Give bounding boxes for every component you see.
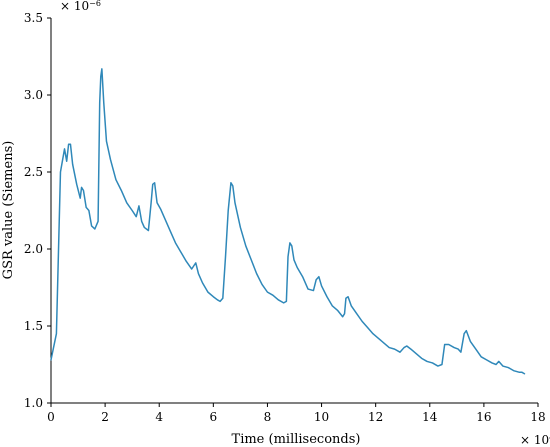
y-multiplier-label: × 10−6: [60, 0, 101, 13]
x-tick-label: 18: [530, 410, 545, 424]
x-tick-label: 16: [476, 410, 491, 424]
x-tick-label: 8: [264, 410, 272, 424]
x-axis-ticks: 0 2 4 6 8 10 12 14 16 18: [47, 403, 546, 424]
x-tick-label: 4: [155, 410, 163, 424]
x-tick-label: 2: [101, 410, 109, 424]
x-tick-label: 14: [422, 410, 438, 424]
x-multiplier-label: × 104: [520, 433, 550, 447]
x-axis-title: Time (milliseconds): [232, 432, 361, 447]
x-tick-label: 10: [314, 410, 329, 424]
y-tick-label: 2.0: [24, 242, 43, 256]
x-tick-label: 12: [368, 410, 383, 424]
y-tick-label: 2.5: [24, 165, 43, 179]
y-axis-ticks: 1.0 1.5 2.0 2.5 3.0 3.5: [24, 11, 51, 410]
y-tick-label: 3.0: [24, 88, 43, 102]
x-tick-label: 0: [47, 410, 55, 424]
x-tick-label: 6: [210, 410, 218, 424]
y-tick-label: 1.0: [24, 396, 43, 410]
y-tick-label: 3.5: [24, 11, 43, 25]
y-axis-title: GSR value (Siemens): [1, 141, 16, 280]
y-tick-label: 1.5: [24, 319, 43, 333]
gsr-series-line: [50, 68, 526, 375]
